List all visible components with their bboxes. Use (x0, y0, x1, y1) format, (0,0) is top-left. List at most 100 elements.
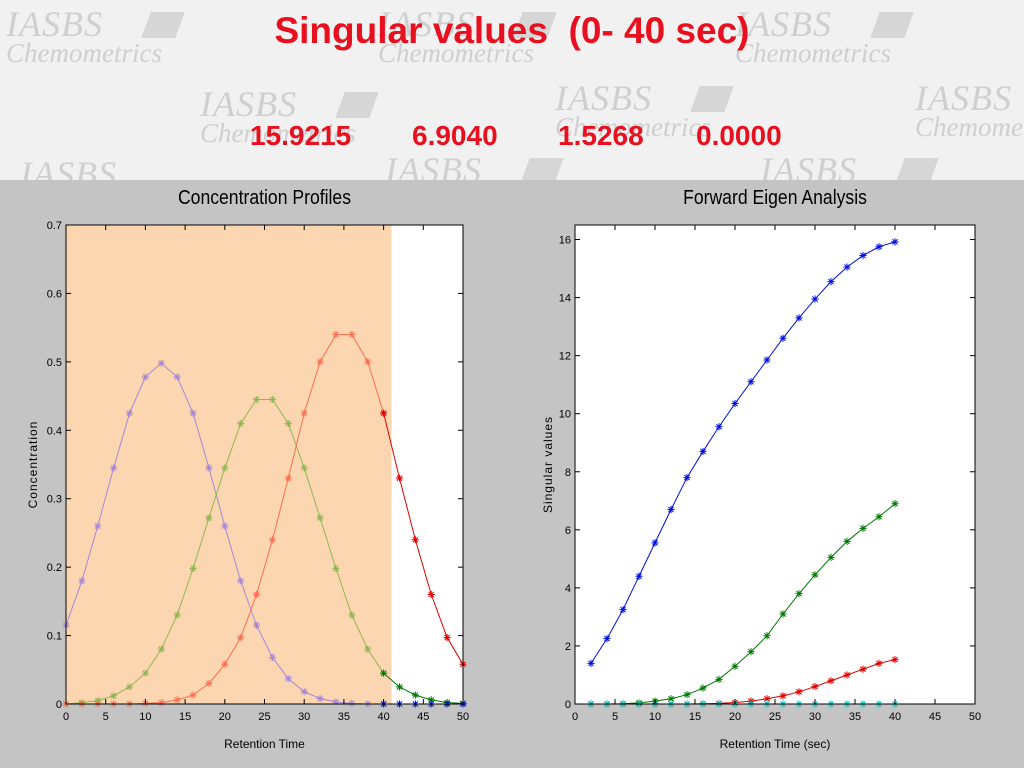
data-point-marker (619, 606, 627, 614)
data-point-marker (427, 590, 435, 599)
data-point-marker (827, 278, 835, 286)
data-point-marker (827, 677, 835, 685)
data-point-marker (332, 564, 340, 573)
data-point-marker (237, 577, 245, 585)
left-x-tick-label: 20 (219, 711, 231, 723)
data-point-marker (189, 409, 197, 417)
data-point-marker (875, 243, 883, 251)
data-point-marker (651, 539, 659, 547)
right-x-tick-label: 30 (809, 711, 821, 723)
left-y-tick-label: 0.4 (47, 425, 62, 437)
data-point-marker (843, 671, 851, 679)
data-point-marker (859, 524, 867, 532)
data-point-marker (141, 373, 149, 381)
right-y-tick-label: 6 (565, 525, 571, 537)
right-x-tick-label: 0 (572, 711, 578, 723)
data-point-marker (332, 330, 340, 339)
data-point-marker (125, 683, 134, 691)
data-point-marker (300, 688, 308, 696)
watermark-logo: IASBS (385, 152, 564, 180)
left-x-tick-label: 40 (377, 711, 389, 723)
right-y-tick-label: 16 (559, 235, 571, 247)
data-point-marker (795, 590, 803, 598)
data-point-marker (205, 514, 213, 522)
data-point-marker (268, 653, 277, 662)
data-point-marker (875, 513, 883, 521)
data-point-marker (332, 698, 340, 706)
data-point-marker (284, 675, 292, 683)
data-point-marker (811, 571, 819, 579)
right-y-tick-label: 10 (559, 409, 571, 421)
data-point-marker (94, 522, 102, 530)
data-point-marker (284, 474, 292, 482)
left-y-tick-label: 0.2 (47, 562, 62, 574)
data-point-marker (683, 473, 691, 482)
data-point-marker (300, 464, 308, 472)
data-point-marker (189, 564, 197, 573)
concentration-profiles-chart: Concentration Profiles 0 5 10 15 20 25 30 35 40 45… (26, 186, 469, 751)
data-point-marker (763, 695, 771, 703)
data-point-marker (779, 610, 787, 618)
left-series-line (383, 413, 464, 665)
data-point-marker (411, 691, 419, 699)
data-point-marker (110, 464, 118, 472)
data-point-marker (78, 577, 86, 585)
right-x-axis-label: Retention Time (sec) (720, 737, 831, 751)
data-point-marker (763, 632, 771, 640)
right-y-axis-label: Singular values (541, 416, 555, 513)
singular-value-2: 6.9040 (412, 120, 498, 151)
right-y-tick-label: 8 (565, 467, 571, 479)
data-point-marker (157, 645, 165, 653)
data-point-marker (237, 634, 245, 642)
data-point-marker (891, 500, 899, 508)
left-y-tick-label: 0.1 (47, 631, 62, 643)
data-point-marker (125, 409, 134, 417)
left-y-axis-label: Concentration (26, 421, 40, 509)
data-point-marker (110, 692, 118, 700)
left-y-tick-label: 0 (56, 699, 62, 711)
data-point-marker (316, 358, 324, 366)
data-point-marker (380, 669, 388, 677)
watermark-logo: IASBS (20, 154, 117, 180)
data-point-marker (237, 419, 245, 428)
data-point-marker (795, 314, 803, 322)
right-y-tick-label: 2 (565, 641, 571, 653)
singular-value-3: 1.5268 (558, 120, 644, 151)
data-point-marker (779, 334, 787, 342)
left-x-tick-label: 15 (179, 711, 191, 723)
left-x-tick-label: 45 (417, 711, 429, 723)
right-x-tick-label: 15 (689, 711, 701, 723)
data-point-marker (731, 662, 739, 670)
data-point-marker (252, 621, 261, 629)
left-x-tick-label: 30 (298, 711, 310, 723)
data-point-marker (173, 696, 181, 704)
data-point-marker (859, 251, 867, 260)
singular-values-row: 15.9215 6.9040 1.5268 0.0000 (240, 120, 840, 160)
data-point-marker (859, 665, 867, 673)
data-point-marker (157, 359, 165, 367)
data-point-marker (443, 634, 451, 642)
data-point-marker (715, 423, 723, 431)
data-point-marker (189, 691, 197, 699)
right-x-tick-label: 10 (649, 711, 661, 723)
left-x-tick-label: 10 (139, 711, 151, 723)
data-point-marker (747, 378, 755, 386)
data-point-marker (221, 464, 229, 472)
left-x-tick-label: 5 (103, 711, 109, 723)
data-point-marker (699, 684, 707, 692)
data-point-marker (699, 447, 707, 456)
left-series-red (380, 409, 467, 668)
right-title: Forward Eigen Analysis (683, 186, 867, 208)
data-point-marker (395, 683, 404, 691)
data-point-marker (173, 373, 181, 381)
data-point-marker (891, 238, 899, 246)
left-y-tick-label: 0.5 (47, 357, 62, 369)
data-point-marker (221, 522, 229, 530)
data-point-marker (348, 699, 356, 707)
left-y-tick-label: 0.7 (47, 220, 62, 232)
right-x-tick-label: 35 (849, 711, 861, 723)
data-point-marker (811, 682, 819, 691)
